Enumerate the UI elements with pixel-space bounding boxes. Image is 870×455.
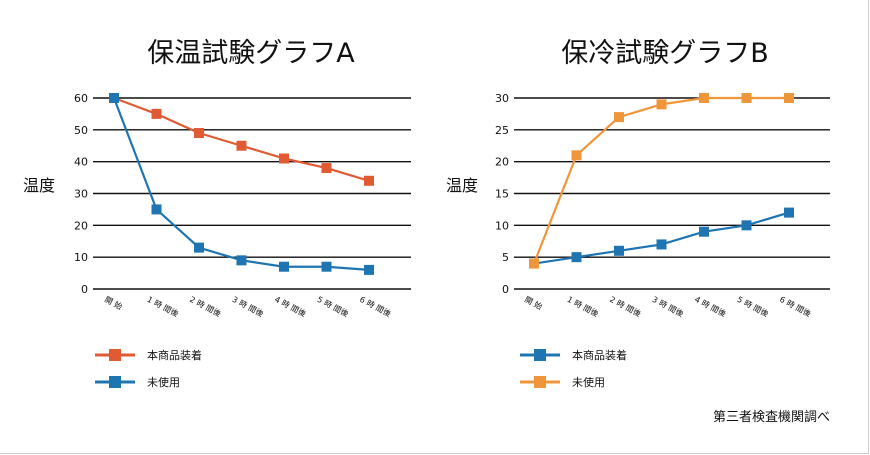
chart-a-data-point xyxy=(321,261,332,272)
chart-b-data-point xyxy=(656,99,667,110)
chart-b-ytick-label: 15 xyxy=(495,188,509,201)
chart-b-ytick-label: 25 xyxy=(495,124,509,137)
chart-b-xtick-label: 開 始 xyxy=(523,294,544,312)
chart-b-xtick-label: 3 時 間後 xyxy=(651,294,686,319)
chart-b-data-point xyxy=(784,93,794,103)
chart-a-yticks: 0 10 20 30 40 50 60 xyxy=(74,92,88,296)
chart-b-data-point xyxy=(614,245,624,256)
chart-b-ytick-label: 30 xyxy=(495,92,509,105)
chart-a-xtick-label: 2 時 間後 xyxy=(188,294,223,319)
chart-b-yticks: 0 5 10 15 20 25 30 xyxy=(495,92,509,296)
chart-a-ytick-label: 20 xyxy=(74,219,88,232)
chart-b-legend-label: 未使用 xyxy=(572,376,605,389)
chart-b-xtick-label: 2 時 間後 xyxy=(608,294,643,319)
chart-a-ytick-label: 40 xyxy=(74,156,88,169)
chart-a-data-point xyxy=(109,93,119,103)
chart-a-data-point xyxy=(151,204,162,215)
chart-a-xtick-label: 3 時 間後 xyxy=(231,294,266,319)
chart-a-data-point xyxy=(279,153,289,164)
chart-b-legend-marker xyxy=(534,376,546,388)
chart-a-grid xyxy=(93,97,411,290)
chart-a-data-point xyxy=(194,128,204,139)
chart-a-legend-marker xyxy=(109,376,121,388)
chart-b-ytick-label: 10 xyxy=(495,219,509,232)
chart-a-data-point xyxy=(236,255,247,266)
chart-b-xtick-label: 5 時 間後 xyxy=(736,294,771,319)
chart-b-data-point xyxy=(784,207,794,218)
chart-b-legend-marker xyxy=(534,349,546,361)
chart-a-xticks: 開 始 1 時 間後 2 時 間後 3 時 間後 4 時 間後 5 時 間後 6 時 間後 xyxy=(103,294,393,319)
chart-a-series-line xyxy=(112,97,370,271)
chart-a-xtick-label: 開 始 xyxy=(103,294,124,312)
chart-b-data-point xyxy=(614,112,624,123)
chart-b-xticks: 開 始 1 時 間後 2 時 間後 3 時 間後 4 時 間後 5 時 間後 6 時 間後 xyxy=(523,294,813,319)
chart-b-data-point xyxy=(699,226,709,237)
chart-b-grid xyxy=(514,97,830,290)
chart-a-data-point xyxy=(364,264,374,275)
chart-a-legend-label: 未使用 xyxy=(147,376,180,389)
chart-a-data-point xyxy=(236,140,247,151)
chart-b-ytick-label: 20 xyxy=(495,156,509,169)
chart-a-xtick-label: 4 時 間後 xyxy=(273,294,308,319)
chart-a: 保温試験グラフA 温度 0 10 20 30 40 50 60 開 始 1 時 間後 2 時 間… xyxy=(23,38,411,389)
chart-b-data-point xyxy=(699,93,709,103)
chart-a-ylabel: 温度 xyxy=(23,176,55,195)
chart-b-xtick-label: 6 時 間後 xyxy=(778,294,813,319)
chart-b-data-point xyxy=(571,252,582,263)
chart-b-ylabel: 温度 xyxy=(446,176,478,195)
chart-a-ytick-label: 30 xyxy=(74,188,88,201)
chart-a-legend-marker xyxy=(109,349,121,361)
chart-a-legend-label: 本商品装着 xyxy=(147,348,202,362)
chart-a-data-point xyxy=(279,261,289,272)
chart-a-title: 保温試験グラフA xyxy=(147,38,355,69)
chart-b-xtick-label: 1 時 間後 xyxy=(566,294,601,319)
chart-b-xtick-label: 4 時 間後 xyxy=(693,294,728,319)
chart-a-series xyxy=(109,93,374,275)
chart-b-data-point xyxy=(741,220,752,231)
chart-a-ytick-label: 60 xyxy=(74,92,88,105)
chart-a-ytick-label: 0 xyxy=(81,283,88,296)
chart-a-ytick-label: 10 xyxy=(74,251,88,264)
chart-a-ytick-label: 50 xyxy=(74,124,88,137)
chart-a-xtick-label: 5 時 間後 xyxy=(316,294,351,319)
chart-b-ytick-label: 5 xyxy=(502,251,509,264)
chart-a-data-point xyxy=(151,108,162,119)
chart-a-data-point xyxy=(194,242,204,253)
chart-b-series-line xyxy=(532,96,789,264)
chart-b-ytick-label: 0 xyxy=(502,283,509,296)
chart-a-xtick-label: 1 時 間後 xyxy=(146,294,181,319)
chart-b-series xyxy=(529,93,794,269)
chart-b-data-point xyxy=(741,93,752,103)
credit-note: 第三者検査機関調べ xyxy=(713,410,830,425)
chart-a-data-point xyxy=(364,175,374,186)
chart-b: 保冷試験グラフB 温度 0 5 10 15 20 25 30 開 始 1 時 間後 2 時 間後… xyxy=(446,38,830,389)
chart-b-data-point xyxy=(656,239,667,250)
chart-a-data-point xyxy=(321,163,332,174)
chart-b-legend-label: 本商品装着 xyxy=(572,348,627,362)
chart-a-xtick-label: 6 時 間後 xyxy=(358,294,393,319)
chart-b-data-point xyxy=(529,258,539,269)
chart-b-data-point xyxy=(571,150,582,161)
chart-b-title: 保冷試験グラフB xyxy=(561,38,769,69)
